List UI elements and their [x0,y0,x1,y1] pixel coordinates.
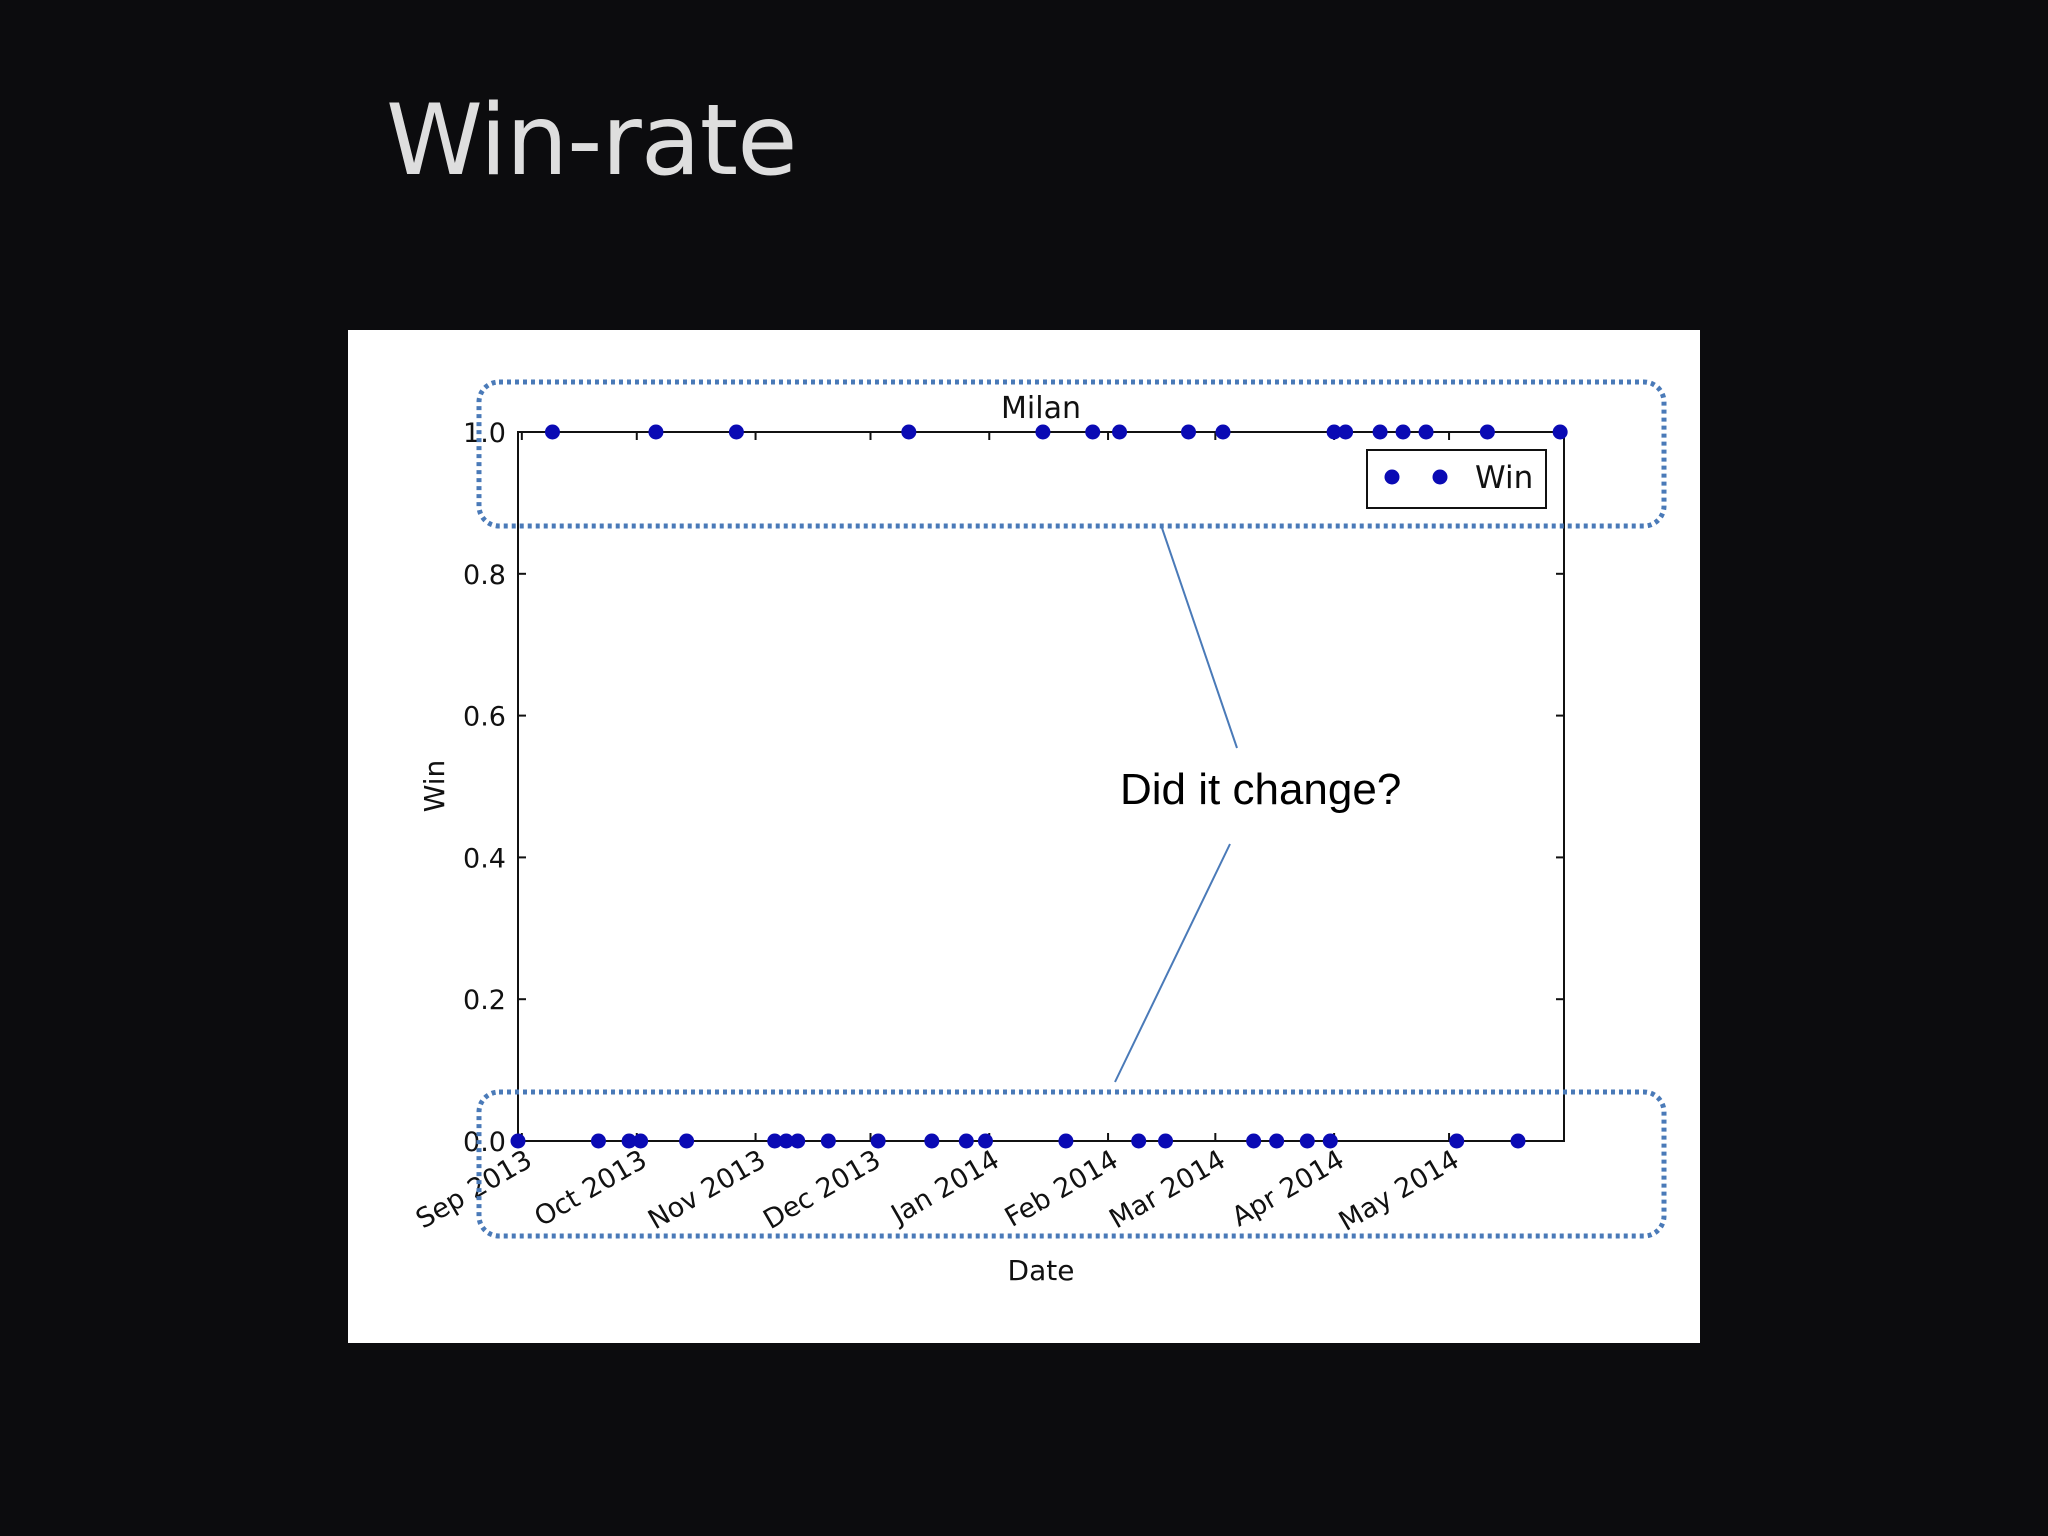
data-point [1479,424,1495,440]
x-tick-label: Oct 2013 [529,1144,652,1233]
x-tick-label: May 2014 [1334,1144,1465,1237]
data-point [1035,424,1051,440]
y-tick-label: 0.6 [463,702,506,733]
data-point [1372,424,1388,440]
x-tick-label: Jan 2014 [885,1144,1005,1231]
data-point [1395,424,1411,440]
data-point [728,424,744,440]
legend-label: Win [1475,460,1533,496]
data-point [778,1133,794,1149]
data-point [679,1133,695,1149]
y-tick-label: 0.2 [463,985,506,1016]
x-tick-label: Mar 2014 [1104,1144,1231,1235]
data-point [1131,1133,1147,1149]
y-tick-label: 0.8 [463,560,506,591]
data-point [1449,1133,1465,1149]
data-point [648,424,664,440]
data-point [1552,424,1568,440]
highlight-box-bottom [476,1089,1667,1239]
data-point [1158,1133,1174,1149]
x-tick-label: Nov 2013 [643,1144,771,1236]
data-point [1299,1133,1315,1149]
x-tick-label: Dec 2013 [758,1144,886,1236]
data-point [767,1133,783,1149]
data-point [1269,1133,1285,1149]
data-point [1322,1133,1338,1149]
y-tick-label: 1.0 [463,418,506,449]
callout-text: Did it change? [1120,765,1401,814]
y-tick-label: 0.4 [463,843,506,874]
x-axis-label: Date [1008,1254,1075,1287]
data-point [1181,424,1197,440]
y-ticks: 0.0 0.2 0.4 0.6 0.8 1.0 [463,418,1564,1158]
data-point [1112,424,1128,440]
callout-line-upper [1161,527,1238,749]
data-point [1510,1133,1526,1149]
legend-marker [1384,469,1400,485]
data-point [901,424,917,440]
data-point [621,1133,637,1149]
x-tick-label: Feb 2014 [1000,1144,1124,1233]
data-point [1326,424,1342,440]
points [510,424,1568,1149]
data-point [1338,424,1354,440]
callout-line-lower [1114,843,1231,1083]
data-point [1058,1133,1074,1149]
data-point [510,1133,526,1149]
data-point [977,1133,993,1149]
chart-title: Milan [1001,391,1081,426]
legend-marker [1432,469,1448,485]
data-point [820,1133,836,1149]
x-tick-label: Apr 2014 [1227,1144,1350,1233]
data-point [924,1133,940,1149]
highlight-box-top [476,379,1667,529]
data-point [633,1133,649,1149]
plot-frame [517,431,1565,1142]
data-point [870,1133,886,1149]
slide-title: Win-rate [386,84,798,198]
data-point [590,1133,606,1149]
data-point [1246,1133,1262,1149]
data-point [1215,424,1231,440]
data-point [958,1133,974,1149]
chart-panel: 0.0 0.2 0.4 0.6 0.8 1.0 Sep 2013 Oct 2013 Nov 2… [348,330,1700,1343]
y-axis-label: Win [418,760,451,813]
data-point [1085,424,1101,440]
data-point [1418,424,1434,440]
data-point [790,1133,806,1149]
data-point [544,424,560,440]
legend: Win [1366,449,1547,509]
y-tick-label: 0.0 [463,1127,506,1158]
